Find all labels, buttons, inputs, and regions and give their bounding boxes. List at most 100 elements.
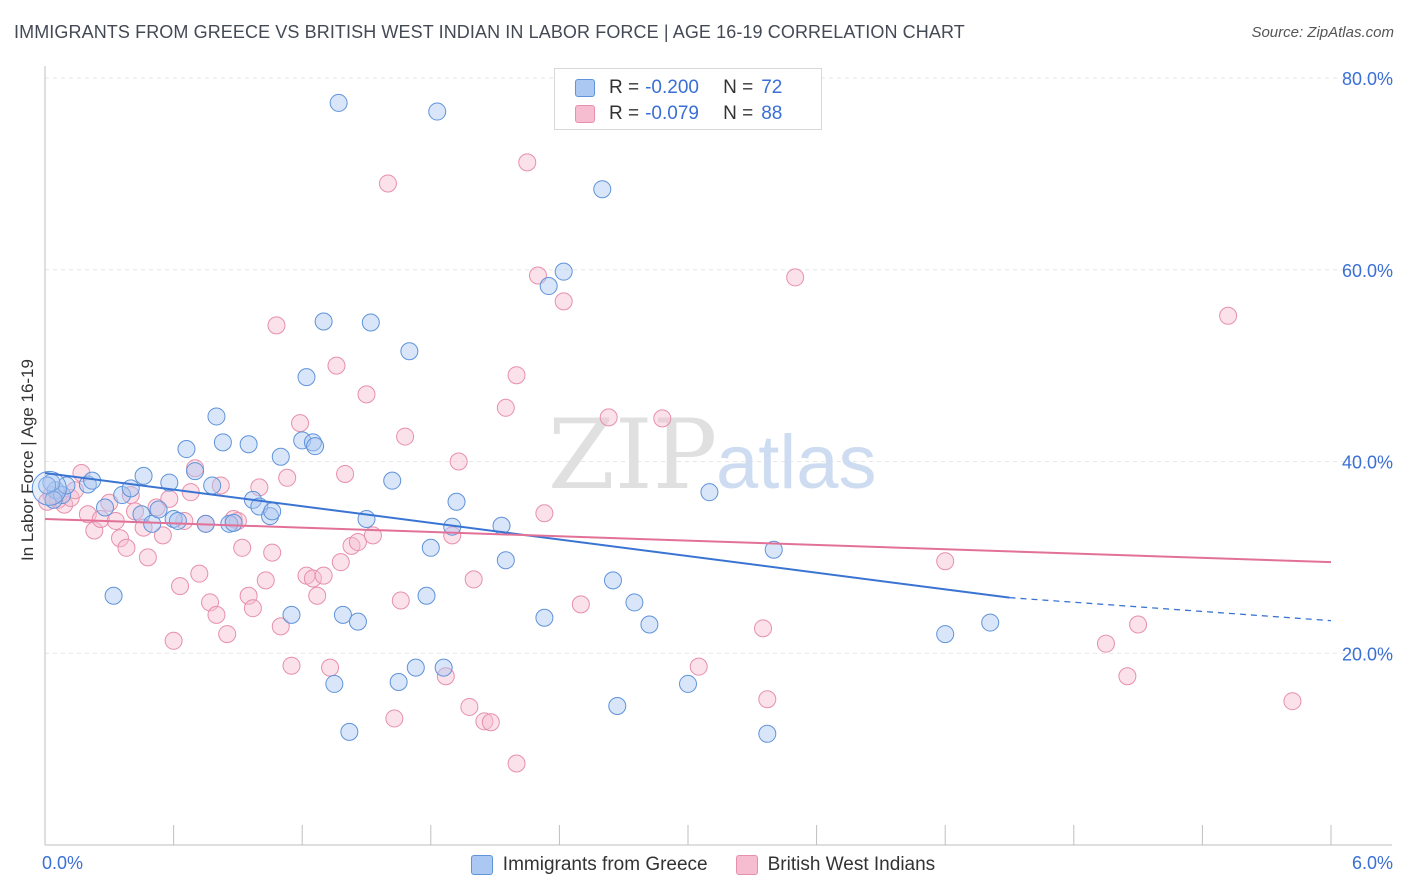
greece-point [224, 513, 243, 532]
greece-point [348, 612, 367, 631]
bwi-point [475, 712, 494, 731]
series-legend: Immigrants from Greece British West Indi… [0, 852, 1406, 878]
greece-legend-label: Immigrants from Greece [502, 854, 708, 875]
bwi-point [256, 571, 275, 590]
legend-item-bwi[interactable]: British West Indians [735, 854, 936, 876]
greece-point [434, 658, 453, 677]
greece-swatch [575, 79, 595, 97]
bwi-point [653, 409, 672, 428]
greece-point [679, 674, 697, 693]
greece-point [400, 342, 419, 361]
bwi-point [528, 266, 547, 285]
greece-point [936, 625, 955, 644]
greece-point [207, 407, 226, 426]
bwi-point [518, 153, 537, 172]
r-value: -0.200 [645, 77, 699, 98]
greece-point [149, 500, 168, 519]
bwi-point [271, 617, 290, 636]
greece-trend-extension [1009, 596, 1332, 622]
grid-lines [45, 77, 1392, 654]
bwi-point [331, 553, 350, 572]
bwi-point [496, 398, 515, 417]
bwi-point [207, 605, 226, 624]
axes [44, 66, 1392, 846]
bwi-point [278, 468, 297, 487]
trend-lines [44, 472, 1332, 622]
bwi-point [1219, 306, 1238, 325]
bwi-point [396, 427, 415, 446]
bwi-point [460, 697, 479, 716]
greece-point [306, 437, 325, 456]
greece-point [535, 608, 554, 627]
greece-point [168, 511, 187, 530]
greece-point [608, 696, 627, 715]
bwi-point [758, 690, 777, 709]
greece-point [764, 540, 783, 559]
greece-point [640, 615, 659, 634]
bwi-point [91, 510, 110, 529]
greece-point [389, 673, 408, 692]
watermark-atlas: atlas [716, 420, 877, 505]
x-tick-labels: 0.0% 6.0% [42, 853, 1393, 873]
greece-point [417, 586, 436, 605]
bwi-point [263, 543, 282, 562]
greece-point [333, 605, 352, 624]
series-immigrants-from-greece [31, 93, 1000, 743]
bwi-point [378, 174, 397, 193]
greece-point [314, 312, 333, 331]
greece-point [177, 440, 196, 459]
r-label: R = [609, 77, 640, 98]
greece-point [239, 435, 258, 454]
n-value: 88 [761, 103, 783, 124]
bwi-point [336, 464, 355, 483]
greece-point [603, 571, 622, 590]
greece-point [428, 102, 447, 121]
y-axis-label: In Labor Force | Age 16-19 [18, 359, 37, 561]
bwi-trend-line [44, 518, 1332, 564]
y-tick-label-60: 60.0% [1342, 261, 1393, 281]
bwi-point [1129, 615, 1148, 634]
axis-ticks [173, 825, 1332, 845]
bwi-point [233, 538, 252, 557]
greece-point [539, 277, 558, 296]
greece-point [383, 471, 402, 490]
bwi-point [160, 489, 179, 508]
bwi-point [535, 504, 554, 523]
y-tick-label-40: 40.0% [1342, 453, 1393, 473]
bwi-point [689, 657, 708, 676]
legend-item-greece[interactable]: Immigrants from Greece [470, 854, 708, 876]
bwi-point [303, 569, 322, 588]
n-value: 72 [761, 77, 783, 98]
bwi-point [117, 538, 136, 557]
bwi-point [138, 548, 157, 567]
n-label: N = [723, 103, 754, 124]
bwi-point [243, 599, 262, 618]
y-tick-label-20: 20.0% [1342, 644, 1393, 664]
bwi-point [481, 713, 500, 732]
greece-point [625, 593, 644, 612]
greece-point [160, 473, 179, 492]
y-tick-label-80: 80.0% [1342, 69, 1393, 89]
greece-cluster-point [31, 470, 67, 506]
greece-point [325, 674, 344, 693]
bwi-point [321, 658, 340, 677]
bwi-point [599, 408, 618, 427]
bwi-point [218, 625, 237, 644]
legend-row-greece: R = -0.200 N = 72 [575, 75, 782, 101]
bwi-point [267, 316, 286, 335]
greece-point [186, 462, 205, 481]
greece-point [104, 586, 123, 605]
legend-row-bwi: R = -0.079 N = 88 [575, 101, 782, 127]
bwi-point [554, 292, 573, 311]
bwi-point [348, 533, 367, 552]
bwi-point [308, 586, 327, 605]
bwi-point [327, 356, 346, 375]
bwi-point [282, 656, 301, 675]
bwi-point [449, 452, 468, 471]
bwi-legend-label: British West Indians [767, 854, 936, 875]
greece-point [261, 507, 280, 526]
greece-point [263, 502, 282, 521]
chart-title: IMMIGRANTS FROM GREECE VS BRITISH WEST I… [14, 22, 965, 42]
bwi-legend-swatch [735, 855, 758, 875]
source-credit: Source: ZipAtlas.com [1251, 24, 1394, 41]
